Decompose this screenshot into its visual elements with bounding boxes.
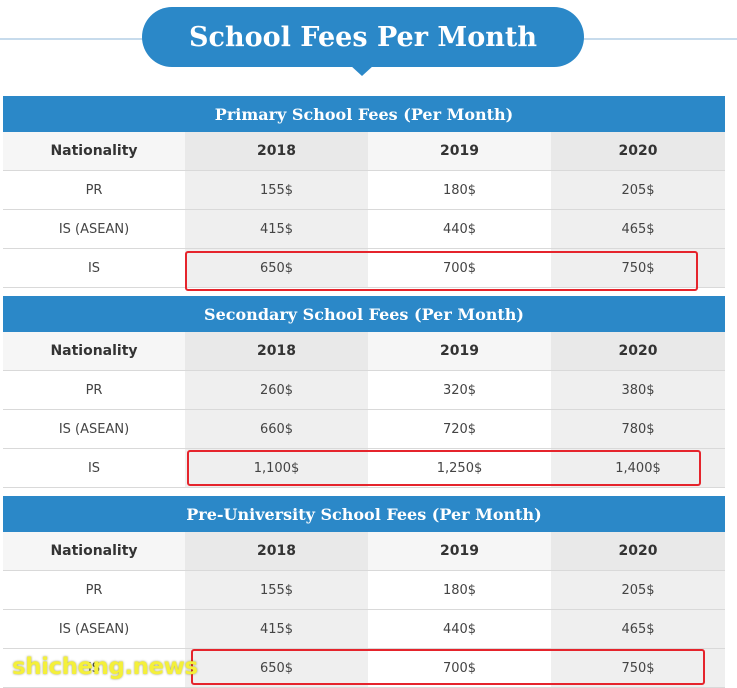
fee-cell: 700$ (442, 260, 477, 276)
nationality-cell: IS (87, 260, 101, 276)
column-header: 2019 (368, 532, 551, 570)
section-header: Primary School Fees (Per Month) (3, 96, 725, 132)
fee-cell: 720$ (442, 421, 477, 437)
fee-cell: 750$ (551, 649, 725, 687)
fee-cell: 1,100$ (185, 449, 368, 487)
fee-cell: 180$ (442, 582, 477, 598)
nationality-cell: IS (87, 660, 101, 676)
fee-cell: 155$ (185, 171, 368, 209)
table-header-row: Nationality 2018 2019 2020 (3, 332, 725, 371)
column-header: 2019 (368, 332, 551, 370)
fee-cell: 180$ (442, 182, 477, 198)
title-pointer (350, 65, 374, 76)
watermark: shicheng.news (12, 654, 198, 680)
fee-cell: 650$ (185, 249, 368, 287)
highlight-box (187, 450, 701, 486)
fee-cell: 660$ (185, 410, 368, 448)
highlight-box (185, 251, 698, 291)
nationality-cell: IS (ASEAN) (58, 621, 130, 637)
column-header: 2018 (185, 132, 368, 170)
fee-cell: 260$ (185, 371, 368, 409)
highlight-box (191, 649, 705, 685)
column-header: 2018 (185, 532, 368, 570)
fee-cell: 155$ (185, 571, 368, 609)
nationality-cell: PR (85, 182, 103, 198)
nationality-cell: IS (ASEAN) (58, 221, 130, 237)
fee-cell: 380$ (551, 371, 725, 409)
fee-cell: 440$ (442, 621, 477, 637)
column-header: 2018 (185, 332, 368, 370)
fee-cell: 415$ (185, 210, 368, 248)
fee-cell: 780$ (551, 410, 725, 448)
secondary-fees-table: Secondary School Fees (Per Month) Nation… (3, 296, 725, 488)
fee-cell: 205$ (551, 171, 725, 209)
fee-cell: 700$ (442, 660, 477, 676)
nationality-cell: PR (85, 582, 103, 598)
table-row: IS (ASEAN) 415$ 440$ 465$ (3, 210, 725, 249)
column-header: Nationality (3, 332, 185, 370)
column-header: 2019 (368, 132, 551, 170)
nationality-cell: PR (85, 382, 103, 398)
nationality-cell: IS (87, 460, 101, 476)
fee-cell: 465$ (551, 210, 725, 248)
column-header: Nationality (3, 132, 185, 170)
table-row: PR 260$ 320$ 380$ (3, 371, 725, 410)
fee-cell: 1,400$ (551, 449, 725, 487)
fee-cell: 320$ (442, 382, 477, 398)
table-header-row: Nationality 2018 2019 2020 (3, 132, 725, 171)
section-header: Secondary School Fees (Per Month) (3, 296, 725, 332)
fee-cell: 205$ (551, 571, 725, 609)
column-header: 2020 (551, 532, 725, 570)
section-header: Pre-University School Fees (Per Month) (3, 496, 725, 532)
fee-cell: 650$ (185, 649, 368, 687)
table-header-row: Nationality 2018 2019 2020 (3, 532, 725, 571)
pre-university-fees-table: Pre-University School Fees (Per Month) N… (3, 496, 725, 688)
fee-cell: 1,250$ (436, 460, 483, 476)
column-header: 2020 (551, 132, 725, 170)
primary-fees-table: Primary School Fees (Per Month) National… (3, 96, 725, 288)
fee-cell: 465$ (551, 610, 725, 648)
table-row: PR 155$ 180$ 205$ (3, 171, 725, 210)
fee-cell: 440$ (442, 221, 477, 237)
table-row: IS (ASEAN) 415$ 440$ 465$ (3, 610, 725, 649)
nationality-cell: IS (ASEAN) (58, 421, 130, 437)
column-header: 2020 (551, 332, 725, 370)
column-header: Nationality (3, 532, 185, 570)
page-title: School Fees Per Month (142, 7, 584, 67)
table-row: IS (ASEAN) 660$ 720$ 780$ (3, 410, 725, 449)
fee-cell: 415$ (185, 610, 368, 648)
table-row: IS 1,100$ 1,250$ 1,400$ (3, 449, 725, 488)
table-row: PR 155$ 180$ 205$ (3, 571, 725, 610)
